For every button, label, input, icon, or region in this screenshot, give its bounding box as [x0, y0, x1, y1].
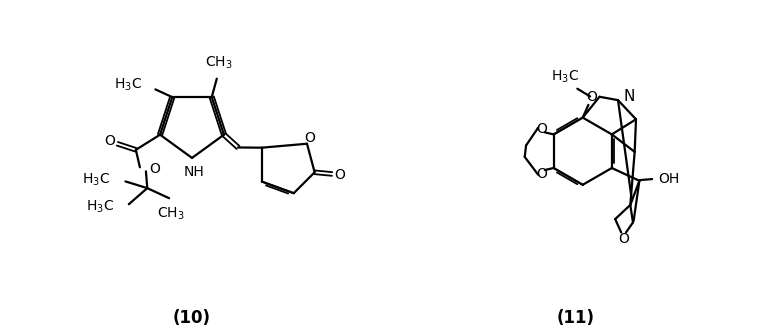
- Text: O: O: [149, 162, 161, 176]
- Text: (11): (11): [557, 308, 595, 327]
- Text: H$_3$C: H$_3$C: [551, 68, 578, 85]
- Text: OH: OH: [658, 172, 679, 186]
- Text: O: O: [536, 167, 547, 181]
- Text: NH: NH: [184, 165, 204, 179]
- Text: O: O: [618, 232, 629, 246]
- Text: O: O: [586, 90, 598, 104]
- Text: (10): (10): [173, 308, 211, 327]
- Text: O: O: [304, 131, 315, 145]
- Text: H$_3$C: H$_3$C: [82, 171, 111, 188]
- Text: H$_3$C: H$_3$C: [85, 199, 114, 215]
- Text: O: O: [104, 134, 115, 148]
- Text: O: O: [334, 168, 345, 182]
- Text: CH$_3$: CH$_3$: [204, 54, 232, 71]
- Text: O: O: [536, 122, 547, 136]
- Text: N: N: [624, 89, 635, 104]
- Text: H$_3$C: H$_3$C: [114, 76, 142, 93]
- Text: CH$_3$: CH$_3$: [157, 206, 184, 222]
